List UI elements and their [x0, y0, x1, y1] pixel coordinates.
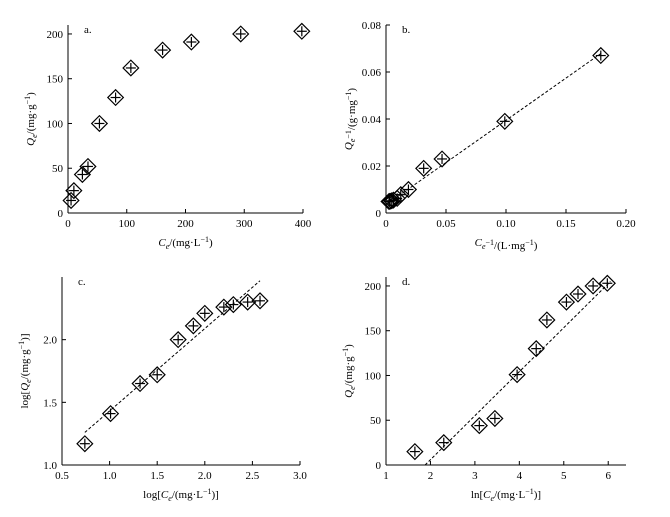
y-axis-label: Qe/(mg·g−1) [341, 344, 357, 398]
fit-line [385, 52, 603, 206]
y-axis-label: log[Qe/(mg·g−1)] [17, 333, 33, 408]
data-point [90, 114, 109, 133]
x-axis-label: Ce−1/(L·mg−1) [475, 237, 538, 252]
x-tick-label: 1.5 [150, 470, 164, 482]
panel-b: 0 0.05 0.10 0.15 0.20 0 0.02 0.04 0.06 0.08 b. Ce−1… [343, 20, 636, 252]
y-tick-label: 150 [365, 326, 382, 338]
data-point [101, 404, 120, 423]
data-point [153, 41, 172, 59]
panel-a: 0 100 200 300 400 0 50 100 150 200 a. Ce/(mg·L−1) Qe… [23, 22, 312, 251]
y-tick-label: 2.0 [43, 335, 57, 347]
data-point [486, 409, 504, 428]
y-tick-label: 50 [52, 163, 64, 175]
x-tick-label: 300 [236, 218, 253, 230]
data-point [232, 25, 250, 43]
data-point [598, 274, 616, 292]
data-point [415, 159, 433, 177]
data-point [293, 22, 311, 40]
y-tick-label: 150 [47, 74, 64, 86]
x-tick-label: 0 [65, 218, 71, 230]
x-axis-label: log[Ce/(mg·L−1)] [143, 487, 219, 503]
y-axis-label: Qe−1/(g·mg−1) [343, 88, 358, 151]
panel-label: b. [402, 24, 411, 36]
data-point [79, 157, 97, 176]
x-tick-label: 2.5 [246, 470, 260, 482]
data-point [435, 433, 453, 452]
y-tick-label: 0 [376, 208, 382, 220]
data-point [508, 365, 526, 384]
y-tick-label: 0.08 [362, 20, 382, 32]
x-tick-label: 0.15 [556, 218, 576, 230]
x-axis-label: ln[Ce/(mg·L−1)] [471, 487, 541, 503]
data-point [148, 366, 166, 384]
y-tick-label: 1.0 [43, 460, 57, 472]
y-tick-label: 0.04 [362, 114, 382, 126]
panel-label: a. [84, 24, 92, 36]
x-tick-label: 0.5 [55, 470, 69, 482]
data-point [569, 285, 587, 303]
x-tick-label: 1 [383, 470, 389, 482]
x-tick-label: 2.0 [198, 470, 212, 482]
data-point [122, 59, 140, 77]
y-tick-label: 200 [365, 281, 382, 293]
x-tick-label: 0.10 [496, 218, 516, 230]
x-tick-label: 6 [605, 470, 611, 482]
data-point [182, 33, 201, 51]
panel-label: d. [402, 276, 411, 288]
data-point [399, 180, 418, 199]
data-point [406, 442, 424, 461]
x-tick-label: 0 [383, 218, 389, 230]
y-tick-label: 1.5 [43, 397, 57, 409]
data-point [106, 88, 125, 107]
data-point [538, 311, 556, 329]
data-point [251, 292, 269, 310]
x-axis-label: Ce/(mg·L−1) [158, 235, 213, 251]
y-tick-label: 0 [58, 208, 64, 220]
data-point [239, 293, 257, 311]
data-point [557, 293, 576, 311]
x-tick-label: 0.20 [616, 218, 636, 230]
y-axis-label: Qe/(mg·g−1) [23, 92, 39, 146]
x-tick-label: 100 [119, 218, 136, 230]
y-tick-label: 50 [370, 415, 382, 427]
y-tick-label: 200 [47, 29, 64, 41]
data-point [76, 435, 94, 453]
data-point [184, 317, 203, 335]
panel-d: 1 2 3 4 5 6 0 50 100 150 200 d. ln[Ce/(mg·L−1)] Qe/(m… [341, 274, 626, 503]
y-tick-label: 0.02 [362, 161, 381, 173]
fit-line [424, 281, 611, 466]
y-tick-label: 0 [376, 460, 382, 472]
data-point [470, 416, 488, 435]
fit-line [84, 280, 261, 433]
data-point [65, 181, 83, 200]
data-point [527, 339, 545, 358]
x-tick-label: 0.05 [436, 218, 456, 230]
data-point [496, 112, 514, 130]
data-point [224, 295, 242, 314]
x-tick-label: 3 [472, 470, 478, 482]
x-tick-label: 1.0 [103, 470, 117, 482]
y-tick-label: 100 [365, 370, 382, 382]
data-point [392, 186, 410, 204]
panel-label: c. [78, 276, 86, 288]
data-point [592, 46, 610, 65]
data-point [73, 165, 92, 184]
panel-c: 0.5 1.0 1.5 2.0 2.5 3.01.01.52.0c.log[Ce/(mg·… [17, 276, 307, 503]
x-tick-label: 5 [561, 470, 567, 482]
data-point [196, 304, 214, 322]
x-tick-label: 4 [517, 470, 523, 482]
x-tick-label: 400 [295, 218, 312, 230]
x-tick-label: 2 [428, 470, 434, 482]
data-point [433, 150, 451, 168]
data-point [169, 331, 187, 349]
y-tick-label: 0.06 [362, 67, 382, 79]
y-tick-label: 100 [47, 118, 64, 130]
data-point [131, 374, 149, 393]
x-tick-label: 200 [177, 218, 194, 230]
data-point [584, 277, 602, 295]
x-tick-label: 3.0 [293, 470, 307, 482]
